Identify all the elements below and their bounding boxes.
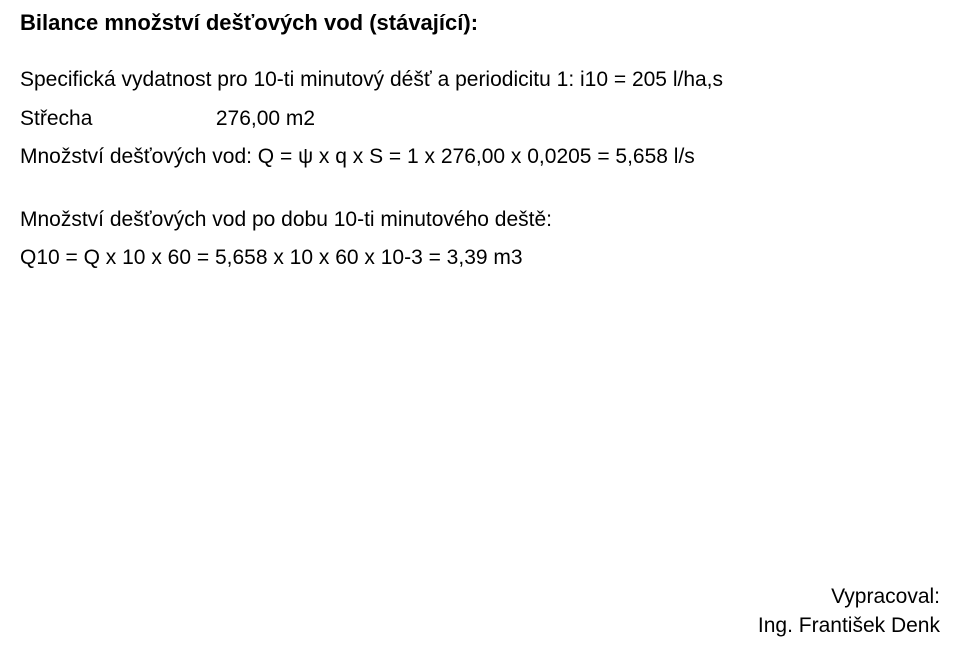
roof-label: Střecha bbox=[20, 103, 210, 136]
footer: Vypracoval: Ing. František Denk bbox=[758, 583, 940, 640]
rainwater-10min-formula: Q10 = Q x 10 x 60 = 5,658 x 10 x 60 x 10… bbox=[20, 242, 940, 275]
roof-value: 276,00 m2 bbox=[216, 107, 315, 130]
rainwater-quantity-line: Množství dešťových vod: Q = ψ x q x S = … bbox=[20, 141, 940, 174]
author-name: Ing. František Denk bbox=[758, 612, 940, 640]
prepared-by-label: Vypracoval: bbox=[758, 583, 940, 611]
specific-yield-line: Specifická vydatnost pro 10-ti minutový … bbox=[20, 64, 940, 97]
roof-line: Střecha 276,00 m2 bbox=[20, 103, 940, 136]
rainwater-10min-heading: Množství dešťových vod po dobu 10-ti min… bbox=[20, 204, 940, 237]
page-title: Bilance množství dešťových vod (stávajíc… bbox=[20, 10, 940, 36]
document-page: Bilance množství dešťových vod (stávajíc… bbox=[0, 0, 960, 652]
